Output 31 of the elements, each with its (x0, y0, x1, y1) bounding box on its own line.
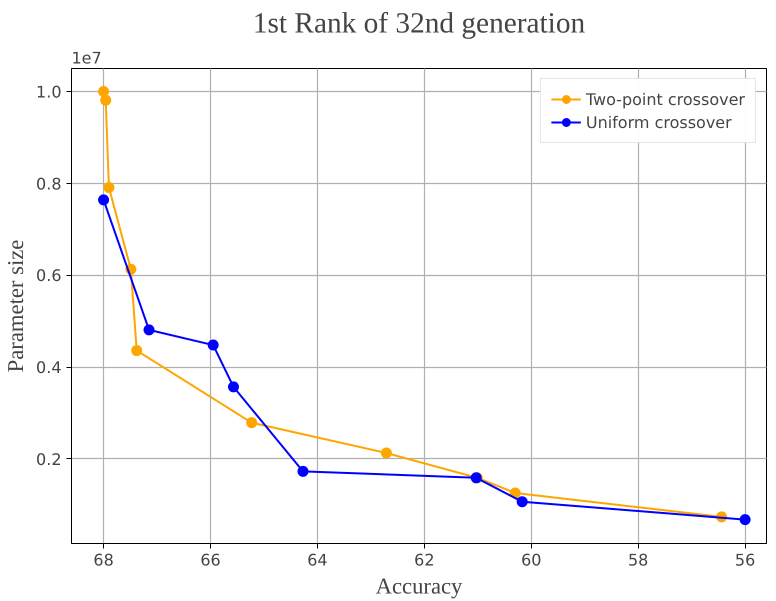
x-axis-title: Accuracy (376, 574, 464, 598)
x-tick-label: 68 (93, 550, 114, 570)
point (131, 345, 142, 356)
y-tick-label: 0.8 (36, 174, 62, 194)
x-tick-label: 62 (414, 550, 435, 570)
point (297, 466, 308, 477)
chart-title: 1st Rank of 32nd generation (252, 8, 586, 40)
legend-label: Two-point crossover (586, 90, 745, 108)
y-axis-title: Parameter size (3, 240, 28, 372)
point (100, 94, 112, 106)
point (228, 381, 239, 392)
text: 1e7 (72, 48, 102, 68)
point (516, 496, 528, 508)
y-tick-label: 0.6 (36, 266, 62, 286)
x-tick-label: 58 (628, 550, 648, 570)
point (208, 340, 219, 351)
x-tick-label: 56 (734, 550, 756, 570)
x-tick-label: 66 (200, 550, 221, 570)
point (246, 417, 258, 428)
point (103, 182, 114, 193)
point (98, 86, 110, 97)
y-tick-label: 0.4 (36, 358, 62, 378)
point (380, 448, 392, 458)
point (98, 194, 110, 206)
point (144, 324, 155, 336)
point (740, 514, 751, 526)
x-tick-label: 60 (521, 550, 542, 570)
y-tick-label: 1.0 (36, 82, 62, 102)
y-tick-label: 0.2 (36, 450, 62, 469)
x-tick-label: 64 (307, 550, 328, 570)
legend-label: Uniform crossover (586, 112, 732, 132)
